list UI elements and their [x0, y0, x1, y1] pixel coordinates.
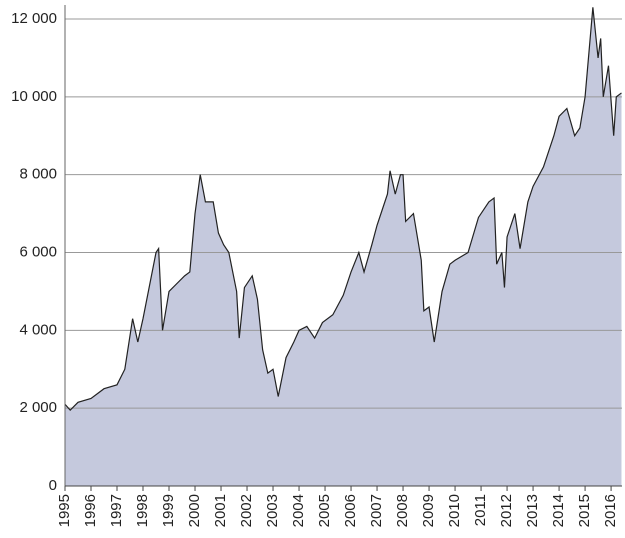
x-tick-label: 2014: [550, 494, 567, 527]
x-tick-label: 2002: [238, 494, 255, 527]
x-tick-label: 2004: [290, 494, 307, 527]
x-tick-label: 2016: [602, 494, 619, 527]
x-tick-label: 2011: [472, 494, 489, 526]
x-tick-label: 2006: [342, 494, 359, 527]
x-tick-label: 2015: [576, 494, 593, 527]
y-tick-label: 0: [49, 477, 57, 494]
x-tick-label: 1999: [160, 494, 177, 527]
x-tick-label: 2012: [498, 494, 515, 527]
x-tick-label: 2009: [420, 494, 437, 527]
x-tick-label: 2003: [264, 494, 281, 527]
y-tick-label: 12 000: [11, 10, 57, 27]
x-tick-label: 2000: [186, 494, 203, 527]
line: [64, 7, 622, 411]
y-tick-label: 4 000: [19, 321, 57, 338]
y-tick-label: 2 000: [19, 399, 57, 416]
x-tick-label: 1995: [56, 494, 73, 527]
y-tick-label: 8 000: [19, 166, 57, 183]
y-tick-label: 6 000: [19, 243, 57, 260]
y-tick-label: 10 000: [11, 88, 57, 105]
x-tick-label: 2007: [368, 494, 385, 527]
x-tick-label: 2005: [316, 494, 333, 527]
x-tick-label: 2013: [524, 494, 541, 527]
x-tick-label: 2008: [394, 494, 411, 527]
x-tick-label: 1996: [82, 494, 99, 527]
x-tick-label: 2001: [212, 494, 229, 527]
area: [65, 7, 622, 486]
x-tick-label: 2010: [446, 494, 463, 527]
x-tick-label: 1998: [134, 494, 151, 527]
x-tick-label: 1997: [108, 494, 125, 527]
